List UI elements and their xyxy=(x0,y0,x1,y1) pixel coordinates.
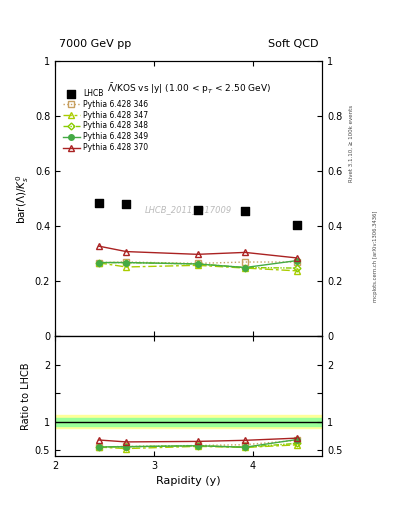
Text: mcplots.cern.ch [arXiv:1306.3436]: mcplots.cern.ch [arXiv:1306.3436] xyxy=(373,210,378,302)
Pythia 6.428 346 xyxy=(96,260,101,266)
Line: Pythia 6.428 346: Pythia 6.428 346 xyxy=(96,259,299,266)
Text: $\bar{\Lambda}$/KOS vs |y| (1.00 < p$_T$ < 2.50 GeV): $\bar{\Lambda}$/KOS vs |y| (1.00 < p$_T$… xyxy=(107,81,271,96)
Y-axis label: Ratio to LHCB: Ratio to LHCB xyxy=(20,362,31,430)
Text: 7000 GeV pp: 7000 GeV pp xyxy=(59,38,131,49)
Y-axis label: bar($\Lambda$)/$K^0_s$: bar($\Lambda$)/$K^0_s$ xyxy=(14,174,31,224)
Pythia 6.428 347 xyxy=(96,260,101,266)
Pythia 6.428 349 xyxy=(243,265,248,271)
Pythia 6.428 346 xyxy=(195,260,200,266)
Pythia 6.428 349 xyxy=(124,260,129,266)
Pythia 6.428 347 xyxy=(243,265,248,271)
Pythia 6.428 346 xyxy=(294,259,299,265)
Pythia 6.428 347 xyxy=(124,264,129,270)
Pythia 6.428 346 xyxy=(124,259,129,265)
Bar xyxy=(55,418,322,425)
Pythia 6.428 370 xyxy=(294,255,299,261)
LHCB xyxy=(195,206,201,215)
Line: Pythia 6.428 348: Pythia 6.428 348 xyxy=(96,260,299,270)
Pythia 6.428 349 xyxy=(294,258,299,264)
Line: Pythia 6.428 370: Pythia 6.428 370 xyxy=(96,243,299,261)
Pythia 6.428 370 xyxy=(124,248,129,254)
Pythia 6.428 347 xyxy=(294,268,299,274)
Pythia 6.428 348 xyxy=(96,260,101,266)
Legend: LHCB, Pythia 6.428 346, Pythia 6.428 347, Pythia 6.428 348, Pythia 6.428 349, Py: LHCB, Pythia 6.428 346, Pythia 6.428 347… xyxy=(62,87,150,154)
Pythia 6.428 348 xyxy=(294,265,299,271)
Pythia 6.428 349 xyxy=(96,260,101,266)
Pythia 6.428 347 xyxy=(195,262,200,268)
Pythia 6.428 370 xyxy=(195,251,200,258)
Bar xyxy=(55,415,322,429)
Pythia 6.428 348 xyxy=(195,261,200,267)
LHCB xyxy=(95,199,102,207)
Pythia 6.428 348 xyxy=(243,265,248,271)
Text: LHCB_2011_I917009: LHCB_2011_I917009 xyxy=(145,205,232,215)
Text: Soft QCD: Soft QCD xyxy=(268,38,318,49)
LHCB xyxy=(294,221,300,229)
Pythia 6.428 370 xyxy=(243,249,248,255)
X-axis label: Rapidity (y): Rapidity (y) xyxy=(156,476,221,486)
Line: Pythia 6.428 347: Pythia 6.428 347 xyxy=(96,260,299,273)
Pythia 6.428 348 xyxy=(124,260,129,266)
LHCB xyxy=(123,200,129,208)
Pythia 6.428 349 xyxy=(195,261,200,267)
Text: Rivet 3.1.10, ≥ 100k events: Rivet 3.1.10, ≥ 100k events xyxy=(349,105,354,182)
Pythia 6.428 370 xyxy=(96,243,101,249)
Pythia 6.428 346 xyxy=(243,259,248,265)
Line: Pythia 6.428 349: Pythia 6.428 349 xyxy=(96,258,299,270)
LHCB xyxy=(242,207,248,215)
